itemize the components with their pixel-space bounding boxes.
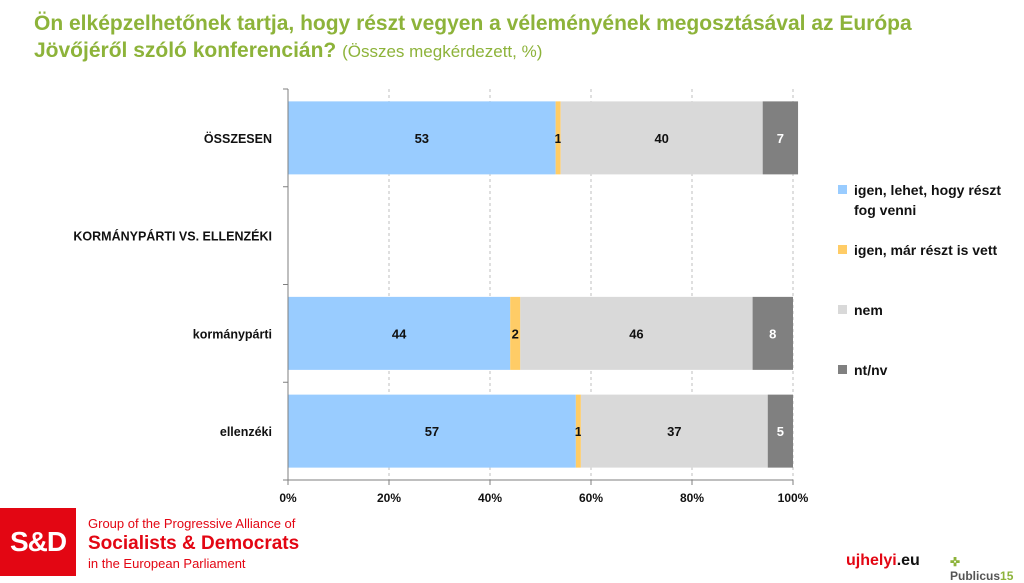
x-tick-label: 60% (579, 491, 603, 505)
sd-group-name: Group of the Progressive Alliance of Soc… (88, 515, 299, 573)
x-tick-label: 40% (478, 491, 502, 505)
legend: igen, lehet, hogy részt fog venni igen, … (838, 180, 1018, 384)
ujhelyi-text: ujhelyi (846, 552, 897, 569)
legend-label: nt/nv (854, 362, 888, 378)
bar-segment (767, 394, 793, 468)
data-label: 1 (575, 424, 582, 439)
data-label: 5 (777, 424, 784, 439)
publicus-icon: ✜ (950, 555, 961, 569)
legend-swatch-igen-lehet (838, 185, 847, 194)
bar-segment (288, 101, 556, 175)
chart-title-text: Ön elképzelhetőnek tartja, hogy részt ve… (34, 12, 912, 62)
sd-line-2: Socialists & Democrats (88, 533, 300, 554)
bar-segment (555, 101, 561, 175)
data-label: 46 (629, 326, 643, 341)
legend-item: igen, lehet, hogy részt fog venni (838, 180, 1018, 240)
legend-item: igen, már részt is vett (838, 240, 1018, 300)
sd-line-3: in the European Parliament (88, 556, 246, 571)
bar-segment (752, 296, 793, 370)
publicus-text: Publicus (950, 569, 1001, 583)
publicus-logo: ✜ Publicus15 (950, 555, 1024, 583)
legend-swatch-ntnv (838, 365, 847, 374)
bar-segment (520, 296, 753, 370)
category-label: ellenzéki (220, 425, 272, 439)
bar-segment (575, 394, 581, 468)
sd-logo: S&D (0, 508, 76, 576)
chart-title: Ön elképzelhetőnek tartja, hogy részt ve… (34, 10, 994, 65)
data-label: 7 (777, 131, 784, 146)
legend-label: nem (854, 302, 883, 318)
data-label: 8 (769, 326, 776, 341)
axes: ÖSSZESEN KORMÁNYPÁRTI VS. ELLENZÉKI kormán… (73, 88, 809, 505)
publicus-number: 15 (1000, 569, 1014, 583)
x-tick-label: 20% (377, 491, 401, 505)
sd-line-1: Group of the Progressive Alliance of (88, 516, 296, 531)
chart-subtitle: (Összes megkérdezett, %) (342, 42, 543, 61)
bar-segment (762, 101, 799, 175)
data-label: 53 (415, 131, 429, 146)
bar-segment (288, 394, 576, 468)
data-label: 44 (392, 326, 407, 341)
bar-segment (580, 394, 768, 468)
data-label: 40 (654, 131, 668, 146)
data-label: 2 (512, 326, 519, 341)
legend-item: nem (838, 300, 1018, 360)
bar-segment (288, 296, 511, 370)
bars: 53 1 40 7 44 2 46 8 57 1 37 5 (288, 101, 799, 468)
x-tick-label: 100% (778, 491, 809, 505)
x-tick-label: 80% (680, 491, 704, 505)
legend-label: igen, lehet, hogy részt fog venni (854, 182, 1002, 218)
legend-label: igen, már részt is vett (854, 242, 998, 258)
legend-swatch-nem (838, 305, 847, 314)
category-label: KORMÁNYPÁRTI VS. ELLENZÉKI (73, 229, 272, 244)
sd-logo-text: S&D (9, 526, 67, 557)
ujhelyi-domain: .eu (896, 552, 920, 569)
bar-segment (560, 101, 763, 175)
ujhelyi-logo: ujhelyi.eu (846, 552, 920, 570)
data-label: 57 (425, 424, 439, 439)
bar-segment (510, 296, 521, 370)
legend-item: nt/nv (838, 360, 1018, 384)
category-label: kormánypárti (193, 327, 272, 341)
x-tick-label: 0% (279, 491, 297, 505)
legend-swatch-igen-mar (838, 245, 847, 254)
data-label: 1 (555, 131, 562, 146)
data-label: 37 (667, 424, 681, 439)
category-label: ÖSSZESEN (204, 131, 272, 146)
